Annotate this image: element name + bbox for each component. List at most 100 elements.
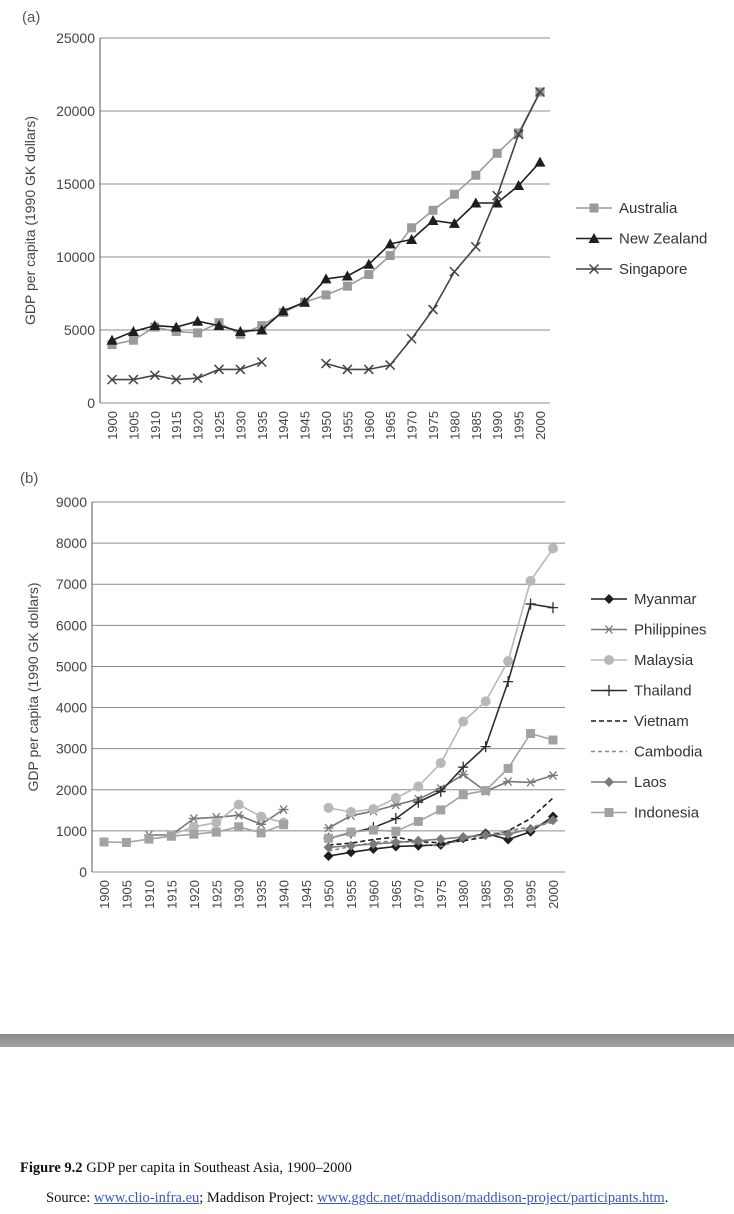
data-point-b-laos-1985 xyxy=(480,830,491,840)
y-tick-label-a-15000: 15000 xyxy=(56,176,95,192)
data-point-b-indonesia-1900 xyxy=(99,837,109,847)
data-point-b-thailand-1975 xyxy=(435,785,446,797)
source-link-maddison[interactable]: www.ggdc.net/maddison/maddison-project/p… xyxy=(317,1190,665,1206)
x-tick-label-a-1995: 1995 xyxy=(512,411,527,440)
data-point-a-singapore-1990 xyxy=(492,190,503,201)
x-tick-label-b-1920: 1920 xyxy=(187,880,202,909)
data-point-a-australia-1970 xyxy=(407,223,417,233)
legend-marker-a-new-zealand xyxy=(588,233,600,243)
x-tick-label-a-1900: 1900 xyxy=(105,411,120,440)
x-tick-label-a-1920: 1920 xyxy=(191,411,206,440)
data-point-b-laos-1960 xyxy=(368,839,379,850)
data-point-a-new-zealand-1950 xyxy=(320,273,332,284)
data-point-a-new-zealand-1975 xyxy=(427,215,439,225)
x-tick-label-b-1905: 1905 xyxy=(119,880,134,909)
page-divider xyxy=(0,1034,734,1047)
y-tick-label-b-7000: 7000 xyxy=(56,576,87,592)
data-point-b-philippines-1950 xyxy=(323,823,334,833)
y-tick-label-a-20000: 20000 xyxy=(56,103,95,119)
data-point-a-australia-1980 xyxy=(449,189,459,199)
data-point-b-indonesia-1940 xyxy=(279,820,289,830)
data-point-b-philippines-1920 xyxy=(188,814,199,823)
data-point-b-thailand-1985 xyxy=(480,741,491,753)
y-tick-label-a-0: 0 xyxy=(87,395,95,411)
data-point-a-australia-1950 xyxy=(321,290,331,300)
data-point-a-singapore-1985 xyxy=(470,241,481,252)
data-point-a-new-zealand-1995 xyxy=(513,179,525,190)
data-point-b-indonesia-1925 xyxy=(211,827,221,837)
series-line-b-thailand-seg0 xyxy=(328,603,554,840)
data-point-a-new-zealand-1990 xyxy=(491,197,503,208)
data-point-a-new-zealand-1905 xyxy=(127,325,139,336)
data-point-a-singapore-1980 xyxy=(449,266,460,277)
data-point-b-philippines-1990 xyxy=(503,777,514,786)
legend-label-b-vietnam: Vietnam xyxy=(634,713,689,730)
x-tick-label-a-1970: 1970 xyxy=(405,411,420,440)
data-point-a-new-zealand-1900 xyxy=(106,334,118,345)
data-point-a-new-zealand-1960 xyxy=(363,258,375,269)
x-tick-label-a-1990: 1990 xyxy=(490,411,505,440)
x-tick-label-b-1965: 1965 xyxy=(389,880,404,909)
x-tick-label-a-1985: 1985 xyxy=(469,411,484,440)
data-point-b-laos-1955 xyxy=(345,840,356,851)
data-point-a-singapore-1900 xyxy=(106,374,118,385)
data-point-a-new-zealand-1920 xyxy=(192,315,204,326)
y-tick-label-b-9000: 9000 xyxy=(56,494,87,510)
y-tick-label-a-25000: 25000 xyxy=(56,30,95,46)
data-point-b-indonesia-1965 xyxy=(391,826,401,836)
series-line-a-singapore-seg0 xyxy=(112,361,263,381)
series-line-b-philippines-seg1 xyxy=(328,773,554,829)
data-point-b-philippines-1995 xyxy=(525,777,536,787)
x-tick-label-b-1900: 1900 xyxy=(97,880,112,909)
data-point-a-new-zealand-1985 xyxy=(470,197,482,208)
legend-label-b-laos: Laos xyxy=(634,774,667,791)
figure-caption-text: GDP per capita in Southeast Asia, 1900–2… xyxy=(82,1160,352,1176)
y-tick-label-b-5000: 5000 xyxy=(56,658,87,674)
panel-label-b: (b) xyxy=(20,470,38,487)
data-point-a-australia-1960 xyxy=(364,270,374,280)
data-point-a-new-zealand-1910 xyxy=(149,320,161,331)
x-tick-label-b-1990: 1990 xyxy=(501,880,516,909)
x-tick-label-a-1915: 1915 xyxy=(169,411,184,440)
data-point-b-philippines-1930 xyxy=(233,810,244,820)
x-tick-label-a-1925: 1925 xyxy=(212,411,227,440)
data-point-b-malaysia-1995 xyxy=(525,575,536,586)
data-point-a-singapore-2000 xyxy=(534,86,546,98)
y-axis-title-b: GDP per capita (1990 GK dollars) xyxy=(25,582,41,791)
data-point-b-malaysia-1930 xyxy=(233,799,244,810)
x-tick-label-b-1910: 1910 xyxy=(142,880,157,909)
y-tick-label-b-6000: 6000 xyxy=(56,617,87,633)
legend-marker-b-myanmar xyxy=(604,594,614,604)
x-tick-label-a-1965: 1965 xyxy=(383,411,398,440)
series-line-a-australia-seg0 xyxy=(111,91,541,346)
series-line-b-indonesia-seg1 xyxy=(328,732,554,840)
data-point-a-singapore-1995 xyxy=(513,129,524,140)
figure-caption: Figure 9.2 GDP per capita in Southeast A… xyxy=(20,1160,352,1177)
data-point-a-australia-1985 xyxy=(471,170,481,180)
data-point-a-singapore-1950 xyxy=(320,358,332,369)
data-point-a-singapore-1975 xyxy=(427,304,439,315)
data-point-a-australia-1955 xyxy=(342,281,352,291)
data-point-a-singapore-1905 xyxy=(128,374,139,385)
data-point-b-malaysia-1950 xyxy=(323,802,334,813)
data-point-b-indonesia-1915 xyxy=(166,831,176,841)
data-point-b-laos-1950 xyxy=(323,842,334,853)
legend-label-a-singapore: Singapore xyxy=(619,261,687,278)
x-tick-label-b-1995: 1995 xyxy=(524,880,539,909)
legend-marker-b-malaysia xyxy=(604,655,614,665)
y-tick-label-b-4000: 4000 xyxy=(56,700,87,716)
data-point-b-myanmar-1950 xyxy=(323,850,334,861)
data-point-b-thailand-1995 xyxy=(525,598,536,610)
data-point-b-indonesia-1975 xyxy=(436,805,446,815)
source-link-clio-infra[interactable]: www.clio-infra.eu xyxy=(93,1190,200,1206)
x-tick-label-a-2000: 2000 xyxy=(533,411,548,440)
y-tick-label-b-1000: 1000 xyxy=(56,823,87,839)
data-point-a-new-zealand-1925 xyxy=(213,320,225,331)
figure-label: Figure 9.2 xyxy=(20,1160,83,1176)
data-point-a-singapore-1935 xyxy=(256,357,267,368)
data-point-b-laos-1970 xyxy=(413,835,424,846)
data-point-b-laos-1975 xyxy=(435,834,446,845)
x-tick-label-b-1925: 1925 xyxy=(209,880,224,909)
data-point-b-indonesia-1995 xyxy=(526,728,536,738)
